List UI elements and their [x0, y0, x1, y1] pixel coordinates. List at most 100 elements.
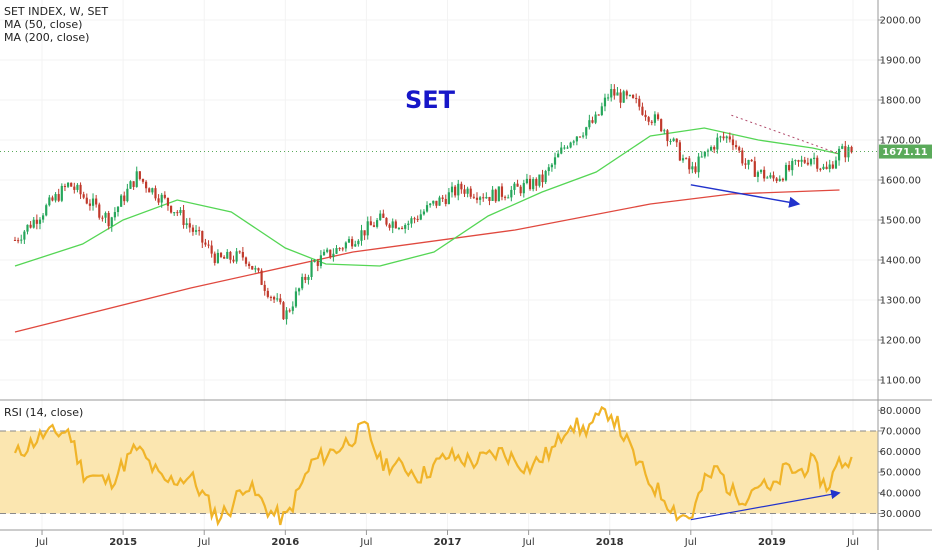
candle [266, 287, 269, 299]
candle-body [728, 136, 731, 140]
candle [138, 171, 141, 181]
candle-body [847, 146, 850, 158]
candle [666, 129, 669, 147]
candle-body [407, 223, 410, 225]
candle-body [750, 159, 753, 162]
candle [223, 255, 226, 259]
candle-body [129, 181, 132, 189]
candle [48, 194, 51, 207]
candle [269, 295, 273, 302]
rsi-line [13, 405, 853, 527]
candle-body [95, 198, 98, 205]
candle-body [138, 171, 141, 179]
candle-body [463, 189, 466, 194]
candle [260, 268, 263, 286]
candle-body [344, 242, 347, 249]
candle [472, 193, 475, 200]
candle [254, 265, 257, 273]
candle-body [32, 219, 35, 228]
candle [450, 182, 454, 198]
candle [82, 191, 85, 200]
candle-body [316, 261, 319, 266]
candle-body [603, 97, 607, 107]
candle [703, 151, 706, 159]
candle-body [759, 169, 763, 173]
candle-body [806, 162, 809, 165]
candle-body [251, 266, 254, 270]
candle-body [803, 159, 806, 163]
candle-body [354, 244, 357, 247]
price-tick-label: 2000.00 [880, 16, 921, 27]
time-tick-label: 2018 [596, 537, 624, 548]
candle [88, 199, 92, 211]
candle [535, 177, 538, 191]
candle [204, 238, 207, 247]
candle-body [644, 114, 647, 118]
candle-body [54, 194, 57, 201]
candle [70, 182, 73, 187]
candle [51, 195, 54, 202]
candle [145, 180, 148, 193]
price-trendlines [690, 114, 840, 208]
price-tick-label: 1900.00 [880, 56, 921, 67]
candle-body [288, 310, 291, 312]
candle-body [382, 213, 385, 218]
ma200-label[interactable]: MA (200, close) [4, 31, 90, 44]
candle-body [319, 255, 323, 266]
candle [148, 187, 151, 193]
candle [201, 230, 204, 249]
candle-body [688, 158, 691, 170]
candle [769, 172, 772, 179]
candle [847, 144, 850, 162]
ma50-label[interactable]: MA (50, close) [4, 18, 83, 31]
candle [363, 230, 366, 241]
candle-body [276, 298, 279, 300]
candle [41, 213, 45, 223]
candle-body [66, 182, 70, 187]
candle-body [326, 249, 329, 252]
candle [166, 197, 170, 211]
time-tick-label: Jul [35, 537, 48, 548]
candle [447, 188, 450, 205]
rsi-label[interactable]: RSI (14, close) [4, 406, 84, 419]
time-tick-label: Jul [846, 537, 859, 548]
candle-body [653, 114, 657, 123]
candle [566, 145, 569, 149]
candle-body [163, 194, 166, 198]
candle-body [422, 211, 426, 215]
candle [422, 209, 426, 216]
candle-body [357, 240, 360, 245]
candle-body [700, 156, 703, 158]
candle-body [351, 239, 354, 247]
candle [129, 180, 132, 189]
candle [500, 183, 504, 201]
candle-body [528, 178, 532, 190]
symbol-label[interactable]: SET INDEX, W, SET [4, 5, 109, 18]
candle-body [26, 224, 29, 232]
price-tick-label: 1200.00 [880, 336, 921, 347]
candle [173, 211, 176, 216]
candle [663, 128, 666, 135]
candle [319, 250, 323, 269]
candle-body [719, 136, 722, 138]
candle-body [666, 130, 669, 142]
candle-body [219, 252, 223, 257]
candle-body [588, 120, 591, 128]
candle-body [519, 186, 522, 194]
candle-body [232, 259, 235, 262]
candle-body [369, 221, 372, 226]
candle [347, 236, 351, 244]
candle [176, 210, 179, 217]
candle [563, 145, 566, 150]
candle-body [226, 251, 229, 259]
candle-body [141, 178, 145, 182]
candle [310, 259, 313, 280]
candle-body [566, 147, 569, 149]
candle-body [372, 225, 376, 227]
candle-body [450, 186, 454, 193]
candle [759, 169, 763, 174]
rsi-support-trendline [690, 489, 841, 521]
candle [385, 217, 388, 227]
candle [791, 158, 794, 176]
